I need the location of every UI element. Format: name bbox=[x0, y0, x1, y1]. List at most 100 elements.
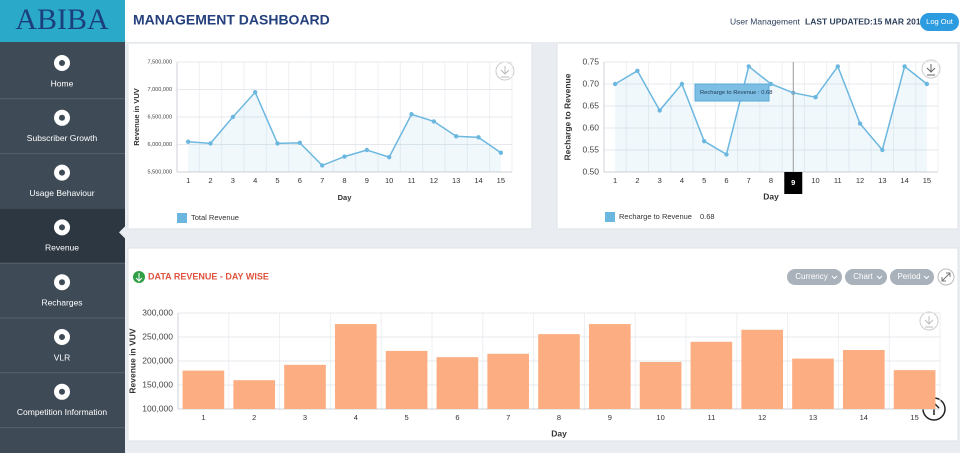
menu-label[interactable]: Competition Information bbox=[17, 407, 108, 417]
point[interactable] bbox=[768, 81, 774, 87]
user-management-link[interactable]: User Management bbox=[730, 16, 801, 26]
menu-label[interactable]: Home bbox=[51, 78, 74, 88]
y-tick-label: 0.65 bbox=[582, 100, 599, 110]
x-tick-label: 6 bbox=[724, 176, 728, 185]
y-tick-label: 150,000 bbox=[142, 379, 173, 389]
point[interactable] bbox=[453, 134, 459, 139]
bar[interactable] bbox=[741, 329, 784, 409]
logout-button[interactable] bbox=[920, 13, 959, 31]
expand-icon[interactable] bbox=[937, 268, 955, 286]
chart: 0.500.550.600.650.700.751234567891011121… bbox=[562, 56, 939, 222]
dropdown-button[interactable] bbox=[845, 269, 887, 285]
x-tick-label: 1 bbox=[201, 413, 205, 422]
area bbox=[615, 66, 927, 172]
legend-value: 0.68 bbox=[700, 212, 715, 221]
point[interactable] bbox=[813, 95, 818, 100]
bar[interactable] bbox=[487, 353, 530, 409]
menu-icon-dot[interactable] bbox=[59, 114, 65, 121]
point[interactable] bbox=[724, 152, 729, 157]
bar[interactable] bbox=[639, 361, 682, 409]
x-tick-label: 7 bbox=[747, 176, 751, 185]
point[interactable] bbox=[297, 140, 303, 146]
y-axis-label: Revenue in VUV bbox=[127, 328, 137, 394]
dropdown-label[interactable]: Currency bbox=[795, 272, 827, 281]
point[interactable] bbox=[880, 147, 885, 153]
point[interactable] bbox=[498, 150, 504, 155]
point[interactable] bbox=[702, 139, 707, 144]
point[interactable] bbox=[746, 64, 751, 69]
bar[interactable] bbox=[842, 349, 885, 409]
menu-label[interactable]: Revenue bbox=[45, 243, 79, 253]
y-tick-label: 0.70 bbox=[582, 78, 599, 88]
menu-label[interactable]: Subscriber Growth bbox=[27, 133, 98, 143]
x-tick-label: 1 bbox=[186, 176, 190, 185]
x-tick-label: 13 bbox=[809, 413, 817, 422]
point[interactable] bbox=[409, 112, 414, 117]
point[interactable] bbox=[612, 81, 618, 87]
crosshair-label-box bbox=[784, 172, 803, 194]
point[interactable] bbox=[386, 154, 392, 160]
menu-icon-dot[interactable] bbox=[59, 279, 65, 286]
menu-icon-dot[interactable] bbox=[59, 224, 65, 231]
y-axis-label: Recharge to Revenue bbox=[562, 73, 572, 160]
menu-label[interactable]: Usage Behaviour bbox=[29, 188, 94, 198]
point[interactable] bbox=[252, 90, 258, 95]
point[interactable] bbox=[342, 154, 347, 159]
download-icon[interactable] bbox=[919, 311, 939, 331]
x-tick-label: 11 bbox=[708, 413, 716, 422]
bar[interactable] bbox=[792, 358, 834, 409]
point[interactable] bbox=[230, 114, 236, 120]
menu-icon-dot[interactable] bbox=[59, 60, 65, 66]
dropdown-caret[interactable] bbox=[876, 275, 883, 280]
download-icon[interactable] bbox=[921, 59, 941, 79]
point[interactable] bbox=[835, 64, 840, 69]
menu-icon-dot[interactable] bbox=[59, 388, 65, 395]
point[interactable] bbox=[319, 163, 325, 168]
point[interactable] bbox=[679, 81, 685, 87]
dropdown-label[interactable]: Chart bbox=[853, 272, 873, 281]
menu-label[interactable]: Recharges bbox=[41, 297, 82, 307]
bar[interactable] bbox=[334, 324, 377, 409]
dropdown-caret[interactable] bbox=[923, 275, 930, 280]
active-pointer bbox=[119, 226, 125, 239]
bar[interactable] bbox=[436, 357, 479, 409]
point[interactable] bbox=[364, 147, 370, 153]
point[interactable] bbox=[275, 141, 280, 146]
point[interactable] bbox=[635, 68, 640, 74]
bar[interactable] bbox=[893, 370, 936, 409]
dropdown-label[interactable]: Period bbox=[897, 272, 920, 281]
point[interactable] bbox=[857, 121, 863, 126]
bar[interactable] bbox=[538, 334, 580, 409]
menu-label[interactable]: VLR bbox=[54, 352, 71, 362]
bar[interactable] bbox=[690, 341, 733, 409]
bar[interactable] bbox=[284, 364, 326, 409]
y-tick-label: 200,000 bbox=[142, 355, 173, 365]
x-tick-label: 8 bbox=[557, 413, 561, 422]
bar[interactable] bbox=[233, 380, 276, 409]
point[interactable] bbox=[657, 108, 662, 113]
point[interactable] bbox=[185, 139, 191, 144]
dropdown-button[interactable] bbox=[787, 269, 842, 285]
point[interactable] bbox=[431, 119, 437, 124]
x-tick-label: 14 bbox=[900, 176, 908, 185]
point[interactable] bbox=[924, 81, 930, 87]
bar[interactable] bbox=[182, 370, 225, 409]
bar[interactable] bbox=[588, 324, 631, 409]
tooltip-box bbox=[694, 83, 770, 102]
menu-icon-dot[interactable] bbox=[59, 169, 65, 176]
logout-label[interactable]: Log Out bbox=[926, 17, 954, 26]
x-tick-label: 8 bbox=[342, 176, 346, 185]
x-tick-label: 3 bbox=[231, 176, 235, 185]
x-tick-label: 14 bbox=[860, 413, 868, 422]
download-icon[interactable] bbox=[495, 61, 515, 81]
point[interactable] bbox=[902, 64, 907, 69]
x-tick-label: 7 bbox=[506, 413, 510, 422]
point[interactable] bbox=[476, 135, 481, 140]
bar[interactable] bbox=[385, 350, 428, 409]
y-tick-label: 7,000,000 bbox=[148, 87, 172, 93]
menu-icon-dot[interactable] bbox=[59, 334, 65, 340]
dropdown-button[interactable] bbox=[890, 269, 934, 285]
dropdown-caret[interactable] bbox=[831, 275, 838, 280]
point[interactable] bbox=[208, 141, 213, 146]
y-tick-label: 300,000 bbox=[142, 307, 173, 317]
